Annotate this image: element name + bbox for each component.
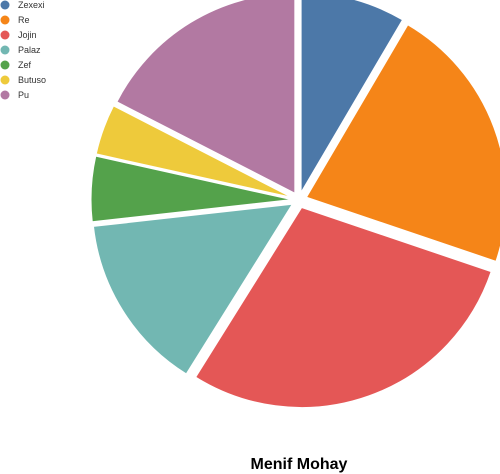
legend-label-zef: Zef [18, 60, 32, 70]
legend-swatch-re [1, 16, 10, 25]
legend-swatch-palaz [1, 46, 10, 55]
legend-swatch-jojin [1, 31, 10, 40]
legend: Zexexi Re Jojin Palaz Zef Butuso Pu [1, 0, 47, 100]
pie-slices [91, 0, 500, 408]
legend-label-butuso: Butuso [18, 75, 46, 85]
legend-swatch-zexexi [1, 1, 10, 10]
legend-swatch-butuso [1, 76, 10, 85]
legend-label-re: Re [18, 15, 30, 25]
legend-label-palaz: Palaz [18, 45, 41, 55]
chart-title: Menif Mohay [251, 456, 348, 473]
legend-swatch-zef [1, 61, 10, 70]
legend-label-pu: Pu [18, 90, 29, 100]
legend-label-jojin: Jojin [18, 30, 37, 40]
legend-label-zexexi: Zexexi [18, 0, 45, 10]
legend-swatch-pu [1, 91, 10, 100]
